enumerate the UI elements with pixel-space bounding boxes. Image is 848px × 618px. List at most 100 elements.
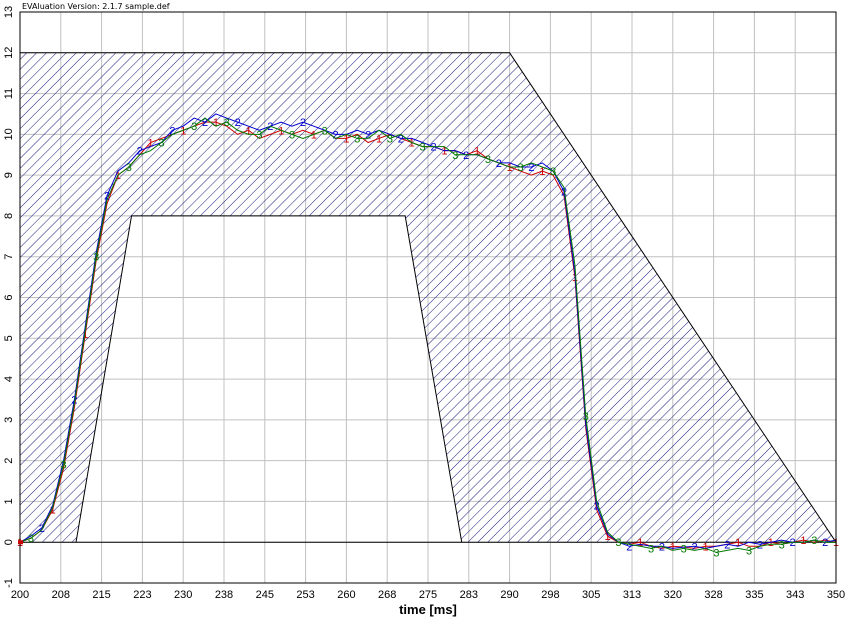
series-marker-2: 2 (594, 501, 600, 513)
series-marker-1: 1 (245, 125, 251, 137)
y-tick-label: 2 (3, 458, 15, 464)
series-marker-3: 3 (191, 121, 197, 133)
y-tick-label: 3 (3, 417, 15, 423)
x-axis-label: time [ms] (399, 602, 457, 617)
y-tick-label: 10 (3, 128, 15, 140)
series-marker-3: 3 (485, 154, 491, 166)
series-marker-1: 1 (50, 505, 56, 517)
header-text: EVAluation Version: 2.1.7 sample.def (22, 2, 170, 11)
series-marker-3: 3 (648, 543, 654, 555)
series-marker-3: 3 (517, 162, 523, 174)
series-marker-2: 2 (528, 162, 534, 174)
series-marker-2: 2 (822, 537, 828, 549)
series-marker-2: 2 (137, 146, 143, 158)
x-tick-label: 320 (664, 589, 682, 601)
x-tick-label: 313 (623, 589, 641, 601)
series-marker-3: 3 (713, 547, 719, 559)
series-marker-2: 2 (430, 142, 436, 154)
x-tick-label: 223 (133, 589, 151, 601)
series-marker-3: 3 (354, 133, 360, 145)
series-marker-1: 1 (148, 138, 154, 150)
x-tick-label: 343 (786, 589, 804, 601)
y-tick-label: 7 (3, 254, 15, 260)
series-marker-3: 3 (746, 545, 752, 557)
series-line-3 (19, 117, 836, 553)
series-marker-3: 3 (126, 162, 132, 174)
series-marker-2: 2 (724, 539, 730, 551)
series-marker-2: 2 (104, 191, 110, 203)
y-tick-label: 6 (3, 294, 15, 300)
y-tick-label: 5 (3, 335, 15, 341)
series-marker-3: 3 (158, 138, 164, 150)
y-tick-label: 1 (3, 498, 15, 504)
series-marker-2: 2 (365, 129, 371, 141)
series-marker-2: 2 (463, 150, 469, 162)
series-marker-2: 2 (169, 125, 175, 137)
series-marker-3: 3 (28, 533, 34, 545)
y-tick-label: 11 (3, 88, 15, 99)
series-marker-1: 1 (213, 117, 219, 129)
y-tick-label: 13 (3, 6, 15, 18)
x-tick-label: 335 (745, 589, 763, 601)
series-marker-1: 1 (605, 531, 611, 543)
series-marker-1: 1 (441, 146, 447, 158)
y-tick-label: 9 (3, 172, 15, 178)
series-marker-2: 2 (789, 537, 795, 549)
series-marker-3: 3 (322, 125, 328, 137)
series-marker-2: 2 (202, 117, 208, 129)
x-tick-label: 328 (704, 589, 722, 601)
x-tick-label: 350 (827, 589, 845, 601)
series-marker-3: 3 (811, 535, 817, 547)
series-marker-2: 2 (333, 129, 339, 141)
series-marker-2: 2 (235, 117, 241, 129)
series-marker-3: 3 (583, 411, 589, 423)
series-marker-2: 2 (561, 186, 567, 198)
series-marker-3: 3 (681, 543, 687, 555)
x-tick-label: 290 (500, 589, 518, 601)
series-marker-3: 3 (387, 133, 393, 145)
series-marker-1: 1 (702, 541, 708, 553)
series-marker-1: 1 (800, 535, 806, 547)
x-tick-label: 200 (11, 589, 29, 601)
series-marker-3: 3 (550, 166, 556, 178)
x-tick-label: 245 (256, 589, 274, 601)
series-marker-2: 2 (300, 117, 306, 129)
series-marker-3: 3 (420, 142, 426, 154)
x-tick-label: 253 (296, 589, 314, 601)
series-marker-3: 3 (256, 129, 262, 141)
x-tick-label: 230 (174, 589, 192, 601)
series-marker-1: 1 (507, 162, 513, 174)
series-marker-2: 2 (398, 133, 404, 145)
plot-frame (19, 11, 837, 584)
x-tick-label: 238 (215, 589, 233, 601)
series-marker-1: 1 (637, 537, 643, 549)
x-tick-label: 298 (541, 589, 559, 601)
series-marker-2: 2 (692, 541, 698, 553)
y-tick-label: 12 (3, 47, 15, 59)
tick-labels: 200 208 215 223 230 238 245 253 260 268 275 283 290 2… (3, 6, 845, 601)
series-line-2 (19, 113, 837, 549)
series-marker-1: 1 (180, 125, 186, 137)
series-marker-3: 3 (224, 117, 230, 129)
axes (18, 11, 837, 584)
series-marker-1: 1 (343, 133, 349, 145)
tolerance-lower-line (75, 215, 463, 543)
y-tick-label: 0 (3, 539, 15, 545)
x-tick-label: 268 (378, 589, 396, 601)
zero-marker (18, 540, 23, 545)
series-marker-3: 3 (289, 129, 295, 141)
x-tick-label: 283 (460, 589, 478, 601)
y-tick-label: -1 (3, 578, 15, 588)
series-layer: 1111111111111111111111111122222222222222… (17, 113, 839, 559)
series-marker-2: 2 (496, 158, 502, 170)
series-marker-2: 2 (757, 539, 763, 551)
series-marker-2: 2 (659, 541, 665, 553)
tolerance-hatch (20, 52, 836, 543)
series-marker-1: 1 (311, 129, 317, 141)
x-tick-label: 260 (337, 589, 355, 601)
series-marker-1: 1 (82, 329, 88, 341)
series-marker-1: 1 (768, 537, 774, 549)
y-tick-label: 8 (3, 213, 15, 219)
x-tick-label: 208 (52, 589, 70, 601)
